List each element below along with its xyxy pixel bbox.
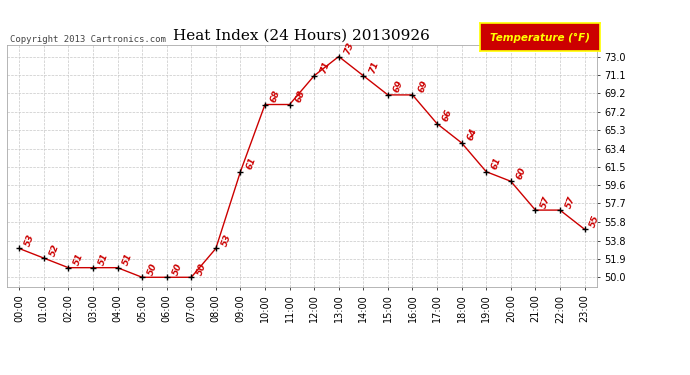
Text: Copyright 2013 Cartronics.com: Copyright 2013 Cartronics.com: [10, 35, 166, 44]
Text: 57: 57: [540, 195, 552, 209]
Text: 51: 51: [97, 252, 110, 267]
Text: 66: 66: [441, 108, 454, 123]
Text: Temperature (°F): Temperature (°F): [490, 33, 590, 43]
Text: 55: 55: [589, 214, 602, 228]
Text: 60: 60: [515, 166, 528, 180]
Text: 68: 68: [294, 89, 306, 104]
Text: 57: 57: [564, 195, 577, 209]
Text: 50: 50: [195, 262, 208, 276]
Text: 69: 69: [392, 79, 405, 94]
Text: 50: 50: [146, 262, 159, 276]
Text: 53: 53: [23, 233, 36, 248]
Text: 73: 73: [343, 41, 355, 56]
Title: Heat Index (24 Hours) 20130926: Heat Index (24 Hours) 20130926: [173, 28, 431, 42]
Text: 64: 64: [466, 127, 479, 142]
Text: 61: 61: [244, 156, 257, 171]
Text: 53: 53: [220, 233, 233, 248]
Text: 68: 68: [269, 89, 282, 104]
Text: 69: 69: [417, 79, 429, 94]
Text: 52: 52: [48, 243, 61, 257]
Text: 50: 50: [171, 262, 184, 276]
Text: 51: 51: [121, 252, 135, 267]
Text: 71: 71: [318, 60, 331, 75]
Text: 51: 51: [72, 252, 86, 267]
Text: 61: 61: [491, 156, 503, 171]
Text: 71: 71: [368, 60, 380, 75]
